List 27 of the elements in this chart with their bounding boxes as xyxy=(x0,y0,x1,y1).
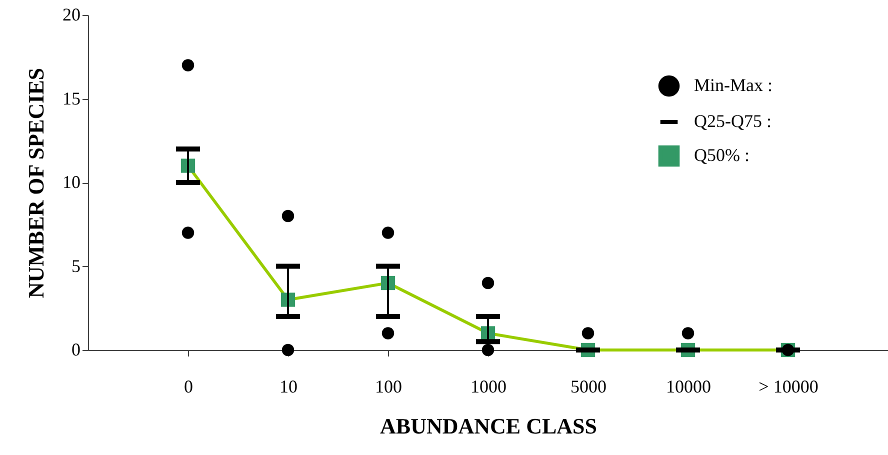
y-tick-label: 0 xyxy=(72,340,80,360)
y-tick-label: 20 xyxy=(62,4,80,24)
point xyxy=(182,59,194,72)
x-tick-label: 0 xyxy=(184,376,193,396)
y-tick-label: 10 xyxy=(62,172,80,192)
legend-label: Q50% : xyxy=(694,145,750,165)
point xyxy=(282,210,294,222)
x-tick-label: 1000 xyxy=(470,376,506,396)
legend-label: Min-Max : xyxy=(694,75,772,95)
x-tick-label: 10 xyxy=(280,376,298,396)
point xyxy=(582,327,594,340)
point xyxy=(382,327,394,340)
y-tick-label: 5 xyxy=(72,256,80,276)
point xyxy=(482,276,494,290)
annotation: Q25-Q75 : xyxy=(694,111,772,131)
point xyxy=(482,344,494,356)
y-axis-title: NUMBER OF SPECIES xyxy=(24,68,48,298)
point xyxy=(682,327,694,340)
x-tick-label: 100 xyxy=(375,376,402,396)
y-tick-label: 15 xyxy=(62,88,80,108)
x-tick-label: 5000 xyxy=(570,376,606,396)
point xyxy=(382,226,394,239)
x-tick-label: > 10000 xyxy=(758,376,818,396)
x-tick-label: 10000 xyxy=(666,376,711,396)
point xyxy=(182,226,194,239)
point xyxy=(282,344,294,356)
x-axis-title: ABUNDANCE CLASS xyxy=(380,414,597,438)
